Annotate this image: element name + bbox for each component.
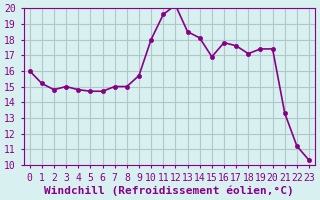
X-axis label: Windchill (Refroidissement éolien,°C): Windchill (Refroidissement éolien,°C) xyxy=(44,185,294,196)
